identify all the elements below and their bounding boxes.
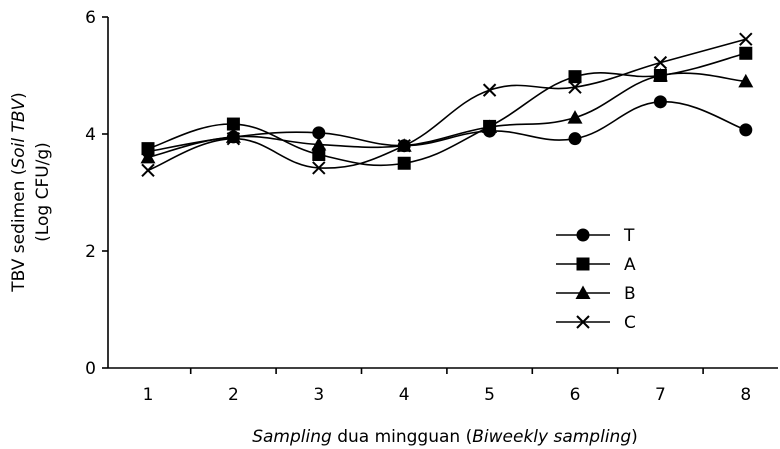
data-point-c-stroke-b — [397, 138, 411, 153]
x-tick-label: 5 — [484, 385, 495, 405]
data-point-c — [653, 55, 668, 70]
data-point-a — [226, 117, 240, 131]
y-title-italic: Soil TBV — [9, 97, 29, 168]
data-point-t — [653, 95, 667, 109]
data-point-c — [226, 131, 241, 146]
legend-label-t: T — [623, 226, 635, 246]
x-tick-label: 2 — [228, 385, 239, 405]
data-point-b — [652, 68, 668, 82]
x-tick-label: 8 — [740, 385, 751, 405]
x-tick-label: 3 — [313, 385, 324, 405]
data-point-a — [312, 147, 326, 161]
data-point-c-stroke-b — [141, 163, 155, 177]
data-point-b — [140, 149, 156, 164]
x-tick-label: 6 — [570, 385, 581, 405]
series-line-a — [147, 52, 747, 167]
series-lines — [147, 38, 747, 172]
x-title-italic-2: Biweekly sampling — [472, 427, 631, 447]
legend-marker-a — [576, 257, 590, 271]
data-point-c-stroke-b — [226, 131, 241, 146]
x-tick-label: 4 — [399, 385, 410, 405]
data-point-c-stroke-b — [739, 32, 753, 46]
data-point-c — [739, 32, 753, 46]
legend-label-a: A — [624, 255, 636, 275]
data-point-c — [397, 138, 411, 153]
legend-marker-t — [576, 228, 590, 242]
data-point-a — [568, 70, 582, 84]
data-point-a — [739, 46, 753, 60]
x-title-italic-1: Sampling — [252, 427, 332, 447]
data-point-t — [312, 126, 326, 140]
y-title-post: ) — [9, 92, 29, 99]
data-point-t — [739, 123, 753, 137]
x-ticks: 1 2 3 4 5 6 7 8 — [143, 368, 751, 405]
y-axis-title-line1: TBV sedimen (Soil TBV) — [9, 92, 29, 293]
data-point-b — [482, 119, 498, 133]
x-tick-label: 1 — [143, 385, 154, 405]
x-title-text-3: ) — [631, 427, 638, 447]
y-tick-label: 0 — [85, 359, 96, 379]
y-axis-title-line2: (Log CFU/g) — [33, 142, 53, 242]
x-axis-title: Sampling dua mingguan (Biweekly sampling… — [252, 427, 638, 447]
legend-marker-c-stroke-b — [576, 315, 590, 329]
y-title-pre: TBV sedimen ( — [9, 169, 29, 293]
data-point-c — [141, 163, 155, 177]
y-tick-label: 6 — [85, 8, 96, 28]
series-line-c — [147, 38, 747, 172]
data-point-c — [312, 161, 326, 175]
data-point-c — [482, 83, 497, 97]
series-markers — [140, 32, 754, 177]
data-point-b — [225, 129, 241, 143]
data-point-b — [738, 73, 754, 88]
data-point-c-stroke-b — [568, 80, 582, 94]
data-point-t — [568, 132, 582, 146]
y-tick-label: 2 — [85, 242, 96, 262]
legend-marker-b — [575, 285, 591, 299]
axes — [107, 17, 778, 369]
data-point-c-stroke-b — [482, 83, 497, 97]
y-tick-label: 4 — [85, 125, 96, 145]
x-tick-label: 7 — [655, 385, 666, 405]
data-point-c — [568, 80, 582, 94]
legend-marker-c — [576, 315, 590, 329]
legend-label-b: B — [624, 284, 636, 304]
data-point-a — [141, 142, 155, 156]
data-point-b — [311, 137, 327, 151]
y-ticks: 0 2 4 6 — [85, 8, 108, 379]
data-point-c-stroke-b — [653, 55, 668, 70]
x-title-text-2: dua mingguan ( — [332, 427, 472, 447]
data-point-c-stroke-b — [312, 161, 326, 175]
series-line-b — [147, 72, 746, 159]
data-point-b — [567, 110, 583, 124]
legend-label-c: C — [624, 313, 636, 333]
data-point-a — [397, 156, 411, 170]
